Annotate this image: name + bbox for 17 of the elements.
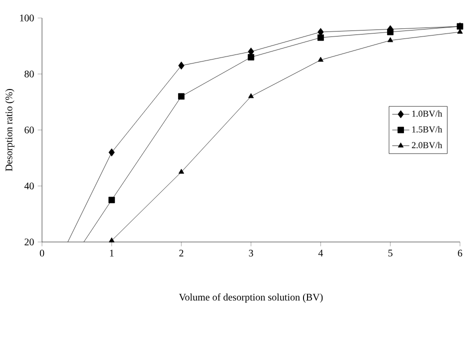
y-axis-title: Desorption ratio (%) <box>5 89 14 172</box>
y-tick-label: 80 <box>24 70 34 78</box>
x-tick-label: 3 <box>248 250 254 257</box>
x-tick-label: 4 <box>318 250 324 256</box>
y-tick-label: 40 <box>24 182 34 190</box>
y-tick-label: 60 <box>24 126 34 134</box>
y-tick-label: 100 <box>20 14 34 22</box>
x-tick-label: 5 <box>388 250 392 256</box>
legend-label: 1.5BV/h <box>412 126 442 133</box>
x-tick-label: 2 <box>179 250 184 256</box>
x-tick-label: 0 <box>40 250 44 257</box>
legend-label: 1.0BV/h <box>412 110 442 117</box>
y-tick-label: 20 <box>24 238 34 246</box>
legend-label: 2.0BV/h <box>412 142 442 148</box>
x-tick-label: 1 <box>110 250 114 256</box>
x-tick-label: 6 <box>458 250 462 257</box>
x-axis-title: Volume of desorption solution (BV) <box>178 293 323 303</box>
